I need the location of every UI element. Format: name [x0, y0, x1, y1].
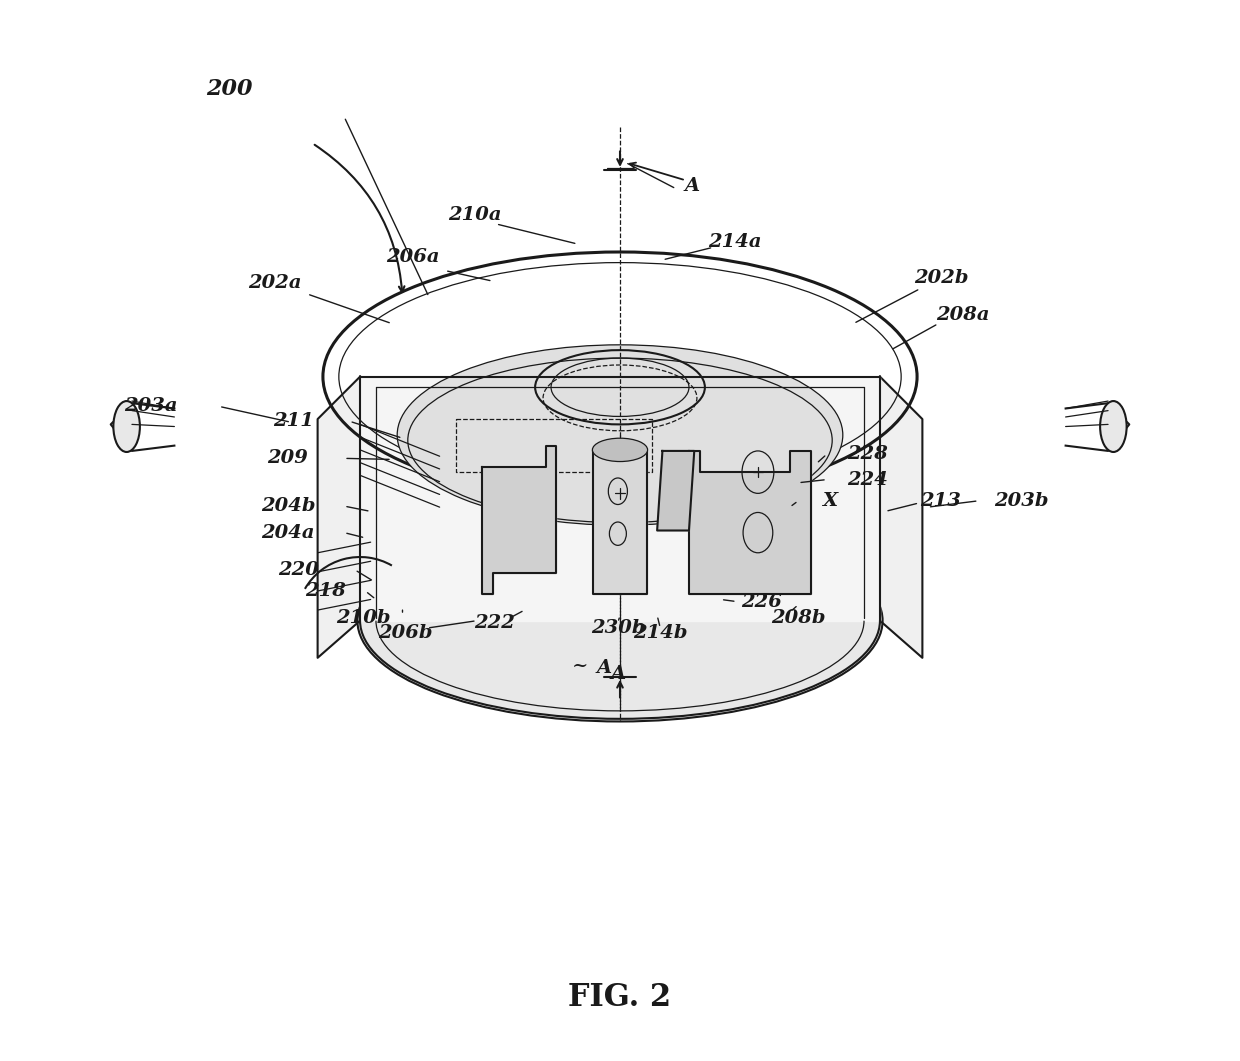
Polygon shape — [594, 451, 646, 594]
Text: A: A — [596, 659, 611, 677]
Text: 209: 209 — [268, 450, 309, 467]
Ellipse shape — [593, 438, 647, 462]
Text: X: X — [822, 492, 838, 509]
Ellipse shape — [357, 520, 883, 721]
Polygon shape — [1065, 403, 1130, 451]
Text: 206a: 206a — [387, 248, 440, 265]
Text: 213: 213 — [920, 492, 961, 509]
Text: 208a: 208a — [936, 307, 990, 324]
Polygon shape — [689, 451, 811, 594]
Text: 210a: 210a — [448, 207, 501, 224]
Text: 220: 220 — [278, 561, 319, 578]
Text: 203a: 203a — [124, 398, 177, 415]
Text: A: A — [610, 665, 625, 682]
Ellipse shape — [113, 401, 140, 452]
Polygon shape — [317, 377, 360, 658]
Text: 230b: 230b — [590, 620, 645, 637]
Text: 204b: 204b — [260, 498, 315, 515]
Polygon shape — [360, 377, 880, 621]
Text: 218: 218 — [305, 582, 346, 599]
Text: 224: 224 — [847, 471, 888, 488]
Text: 203b: 203b — [993, 492, 1048, 509]
Polygon shape — [880, 377, 923, 658]
Text: 222: 222 — [475, 614, 516, 631]
Text: A: A — [684, 177, 699, 194]
Text: 206b: 206b — [378, 625, 433, 642]
Text: 208b: 208b — [771, 609, 826, 626]
Text: 202b: 202b — [914, 269, 968, 286]
Text: 228: 228 — [847, 446, 888, 463]
Ellipse shape — [1100, 401, 1127, 452]
Polygon shape — [657, 451, 694, 530]
Text: 226: 226 — [740, 593, 781, 610]
Text: ~: ~ — [572, 657, 589, 675]
Ellipse shape — [397, 345, 843, 525]
Text: 204a: 204a — [262, 524, 315, 541]
Text: 202a: 202a — [248, 275, 301, 292]
Polygon shape — [482, 446, 557, 594]
Text: 214b: 214b — [634, 625, 687, 642]
Text: 214a: 214a — [708, 233, 761, 250]
Text: FIG. 2: FIG. 2 — [568, 981, 672, 1013]
Text: 200: 200 — [206, 79, 253, 100]
Polygon shape — [110, 403, 175, 451]
Text: 211: 211 — [273, 413, 314, 430]
Text: 210b: 210b — [336, 609, 391, 626]
